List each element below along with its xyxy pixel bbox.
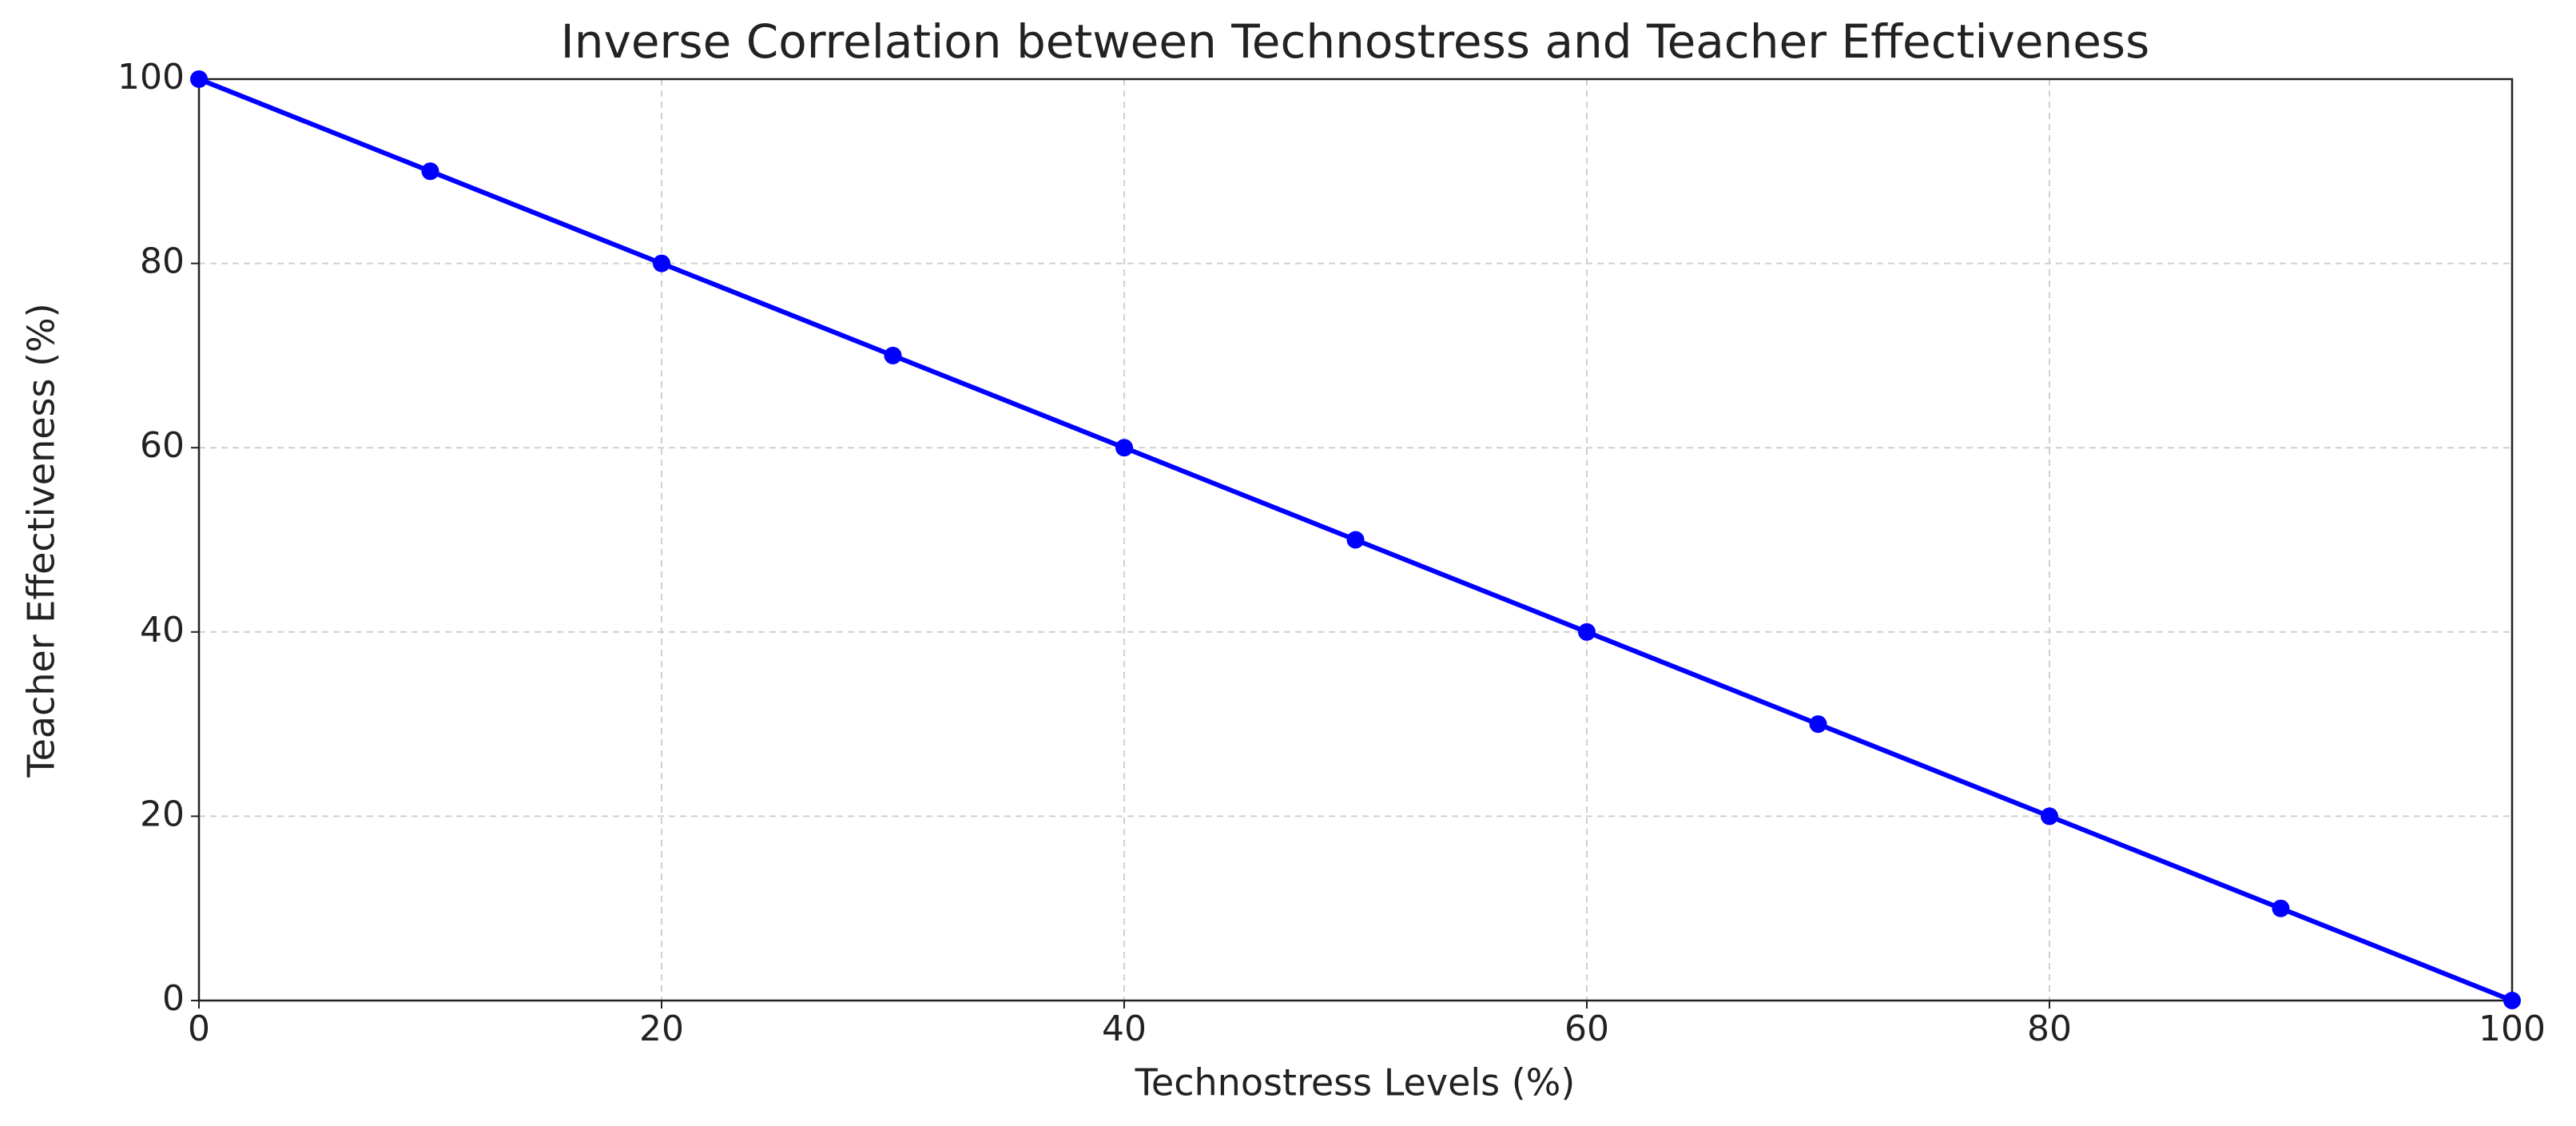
data-point bbox=[1578, 623, 1596, 641]
data-point bbox=[2503, 992, 2521, 1009]
data-point bbox=[2272, 899, 2290, 917]
chart-title: Inverse Correlation between Technostress… bbox=[561, 14, 2150, 69]
plot-frame bbox=[197, 78, 2514, 1002]
x-tick-label: 20 bbox=[639, 1009, 684, 1049]
data-point bbox=[190, 70, 208, 88]
data-point bbox=[421, 162, 439, 181]
x-tick-label: 0 bbox=[188, 1009, 210, 1049]
x-tick-label: 100 bbox=[2479, 1009, 2546, 1049]
data-point bbox=[1346, 531, 1365, 549]
y-axis-label: Teacher Effectiveness (%) bbox=[20, 303, 63, 778]
y-tick-label: 100 bbox=[117, 57, 185, 97]
x-tick-label: 40 bbox=[1102, 1009, 1147, 1049]
x-tick-label: 60 bbox=[1564, 1009, 1609, 1049]
x-tick-label: 80 bbox=[2027, 1009, 2072, 1049]
y-tick-label: 0 bbox=[162, 978, 185, 1019]
y-tick-label: 80 bbox=[140, 241, 185, 282]
y-tick-label: 40 bbox=[140, 610, 185, 651]
data-point bbox=[1809, 715, 1827, 734]
y-tick-label: 60 bbox=[140, 425, 185, 466]
data-point bbox=[1115, 439, 1133, 457]
data-point bbox=[2041, 807, 2058, 826]
x-axis-label: Technostress Levels (%) bbox=[1135, 1061, 1576, 1104]
y-tick-label: 20 bbox=[140, 794, 185, 834]
data-point bbox=[884, 346, 902, 364]
data-point bbox=[653, 254, 670, 273]
